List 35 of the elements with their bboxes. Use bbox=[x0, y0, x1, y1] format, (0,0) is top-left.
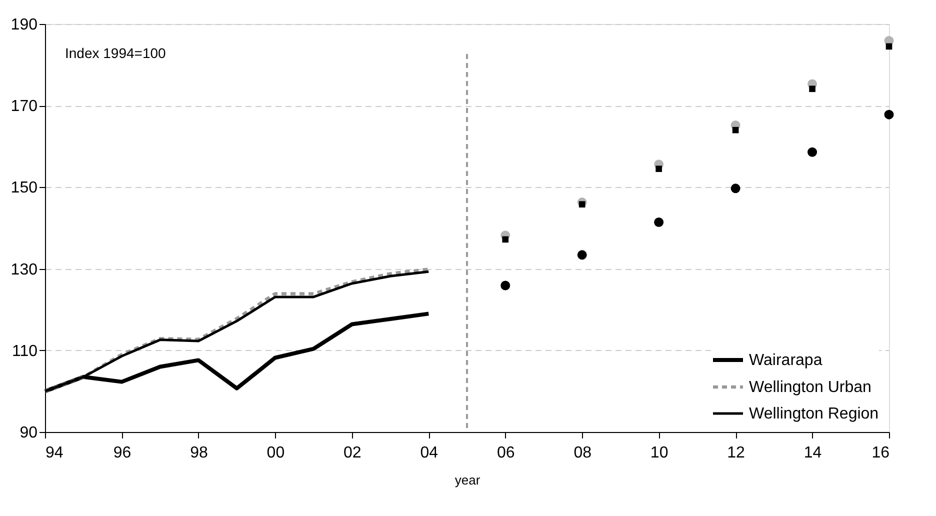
x-tick-label: 16 bbox=[872, 444, 890, 462]
annotation: Index 1994=100 bbox=[65, 45, 166, 61]
y-tick-label: 130 bbox=[10, 261, 38, 278]
legend-label: Wairarapa bbox=[749, 352, 822, 369]
y-tick-label: 190 bbox=[10, 16, 38, 34]
y-tick-label: 110 bbox=[12, 342, 38, 360]
x-tick-label: 08 bbox=[574, 444, 592, 462]
point bbox=[886, 43, 892, 50]
legend-label: Wellington Region bbox=[749, 406, 879, 422]
point bbox=[500, 280, 510, 290]
point bbox=[502, 236, 509, 243]
y-tick-label: 150 bbox=[10, 180, 38, 197]
point bbox=[884, 110, 894, 120]
point bbox=[732, 126, 739, 134]
x-tick-label: 06 bbox=[496, 444, 515, 462]
x-tick-label: 12 bbox=[727, 444, 746, 462]
point bbox=[654, 218, 664, 228]
x-tick-label: 14 bbox=[804, 444, 822, 462]
point bbox=[656, 166, 662, 172]
x-tick-label: 00 bbox=[266, 444, 285, 462]
point bbox=[577, 250, 587, 260]
x-tick-label: 02 bbox=[344, 444, 362, 462]
point bbox=[808, 147, 818, 157]
x-axis-title: year bbox=[454, 472, 481, 488]
x-tick-label: 10 bbox=[650, 444, 668, 462]
y-tick-label: 90 bbox=[20, 424, 38, 442]
point bbox=[809, 86, 816, 92]
x-tick-label: 96 bbox=[113, 444, 132, 462]
point bbox=[730, 184, 740, 194]
legend-label: Wellington Urban bbox=[749, 379, 872, 396]
x-tick-label: 94 bbox=[46, 444, 64, 462]
x-tick-label: 98 bbox=[190, 444, 208, 462]
point bbox=[578, 201, 586, 208]
x-tick-label: 04 bbox=[420, 444, 438, 462]
y-tick-label: 170 bbox=[10, 98, 38, 116]
